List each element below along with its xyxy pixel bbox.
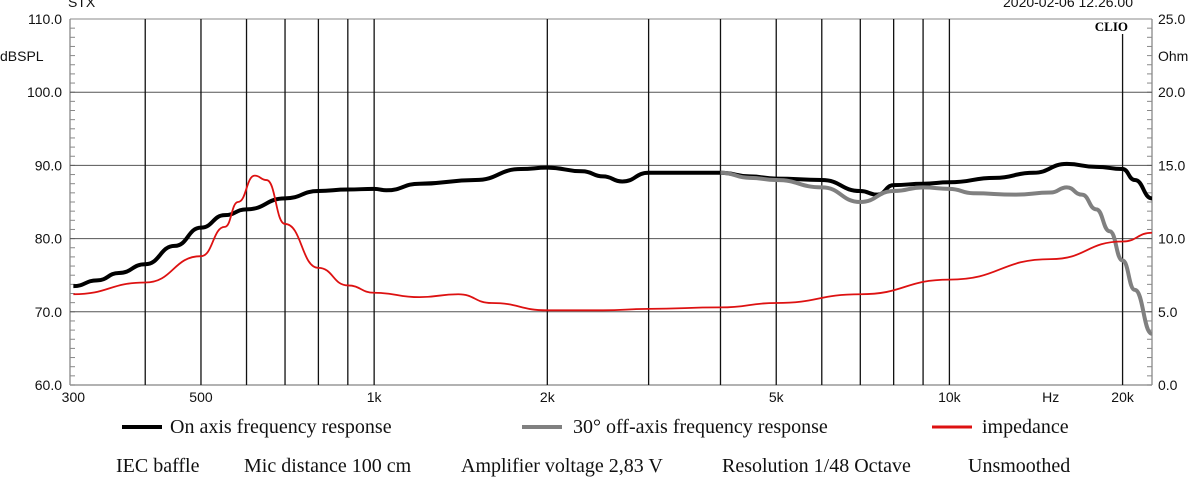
footer-notes: IEC baffle Mic distance 100 cm Amplifier… [116,455,1070,477]
footer-smoothing: Unsmoothed [968,455,1070,477]
footer-resolution: Resolution 1/48 Octave [722,455,911,477]
x-tick-label: Hz [1042,389,1059,405]
off-axis-curve [720,170,1154,336]
y2-axis-label: Ohm [1158,48,1188,64]
y2-tick-label: 15.0 [1158,157,1185,173]
x-tick-label: 2k [540,389,556,405]
x-tick-label: 20k [1111,389,1135,405]
y-tick-label: 70.0 [35,304,62,320]
on-axis-curve [73,161,1153,289]
chart-timestamp: 2020-02-06 12.26.00 [1003,0,1133,10]
impedance-curve [73,174,1153,312]
x-tick-label: 1k [367,389,383,405]
clio-brand: CLIO [1095,19,1128,34]
legend-label-impedance: impedance [982,416,1069,438]
chart-title-left: STX [68,0,96,10]
footer-mic-distance: Mic distance 100 cm [244,455,412,477]
y-tick-label: 80.0 [35,231,62,247]
y2-tick-label: 0.0 [1158,377,1178,393]
y-tick-label: 60.0 [35,377,62,393]
legend: On axis frequency response 30° off-axis … [122,416,1069,438]
footer-baffle: IEC baffle [116,455,200,477]
y2-tick-label: 25.0 [1158,11,1185,27]
x-tick-label: 10k [938,389,962,405]
y-tick-label: 110.0 [28,11,62,27]
legend-label-on-axis: On axis frequency response [170,416,392,438]
legend-label-off-axis: 30° off-axis frequency response [573,416,828,438]
y-tick-label: 100.0 [27,84,62,100]
footer-amp-voltage: Amplifier voltage 2,83 V [461,455,663,477]
x-tick-label: 5k [769,389,785,405]
y2-tick-label: 10.0 [1158,231,1185,247]
y2-tick-label: 5.0 [1158,304,1178,320]
y-tick-label: 90.0 [35,157,62,173]
y2-tick-label: 20.0 [1158,84,1185,100]
x-tick-label: 300 [62,389,86,405]
x-tick-label: 500 [189,389,213,405]
y-axis-label: dBSPL [0,48,44,64]
